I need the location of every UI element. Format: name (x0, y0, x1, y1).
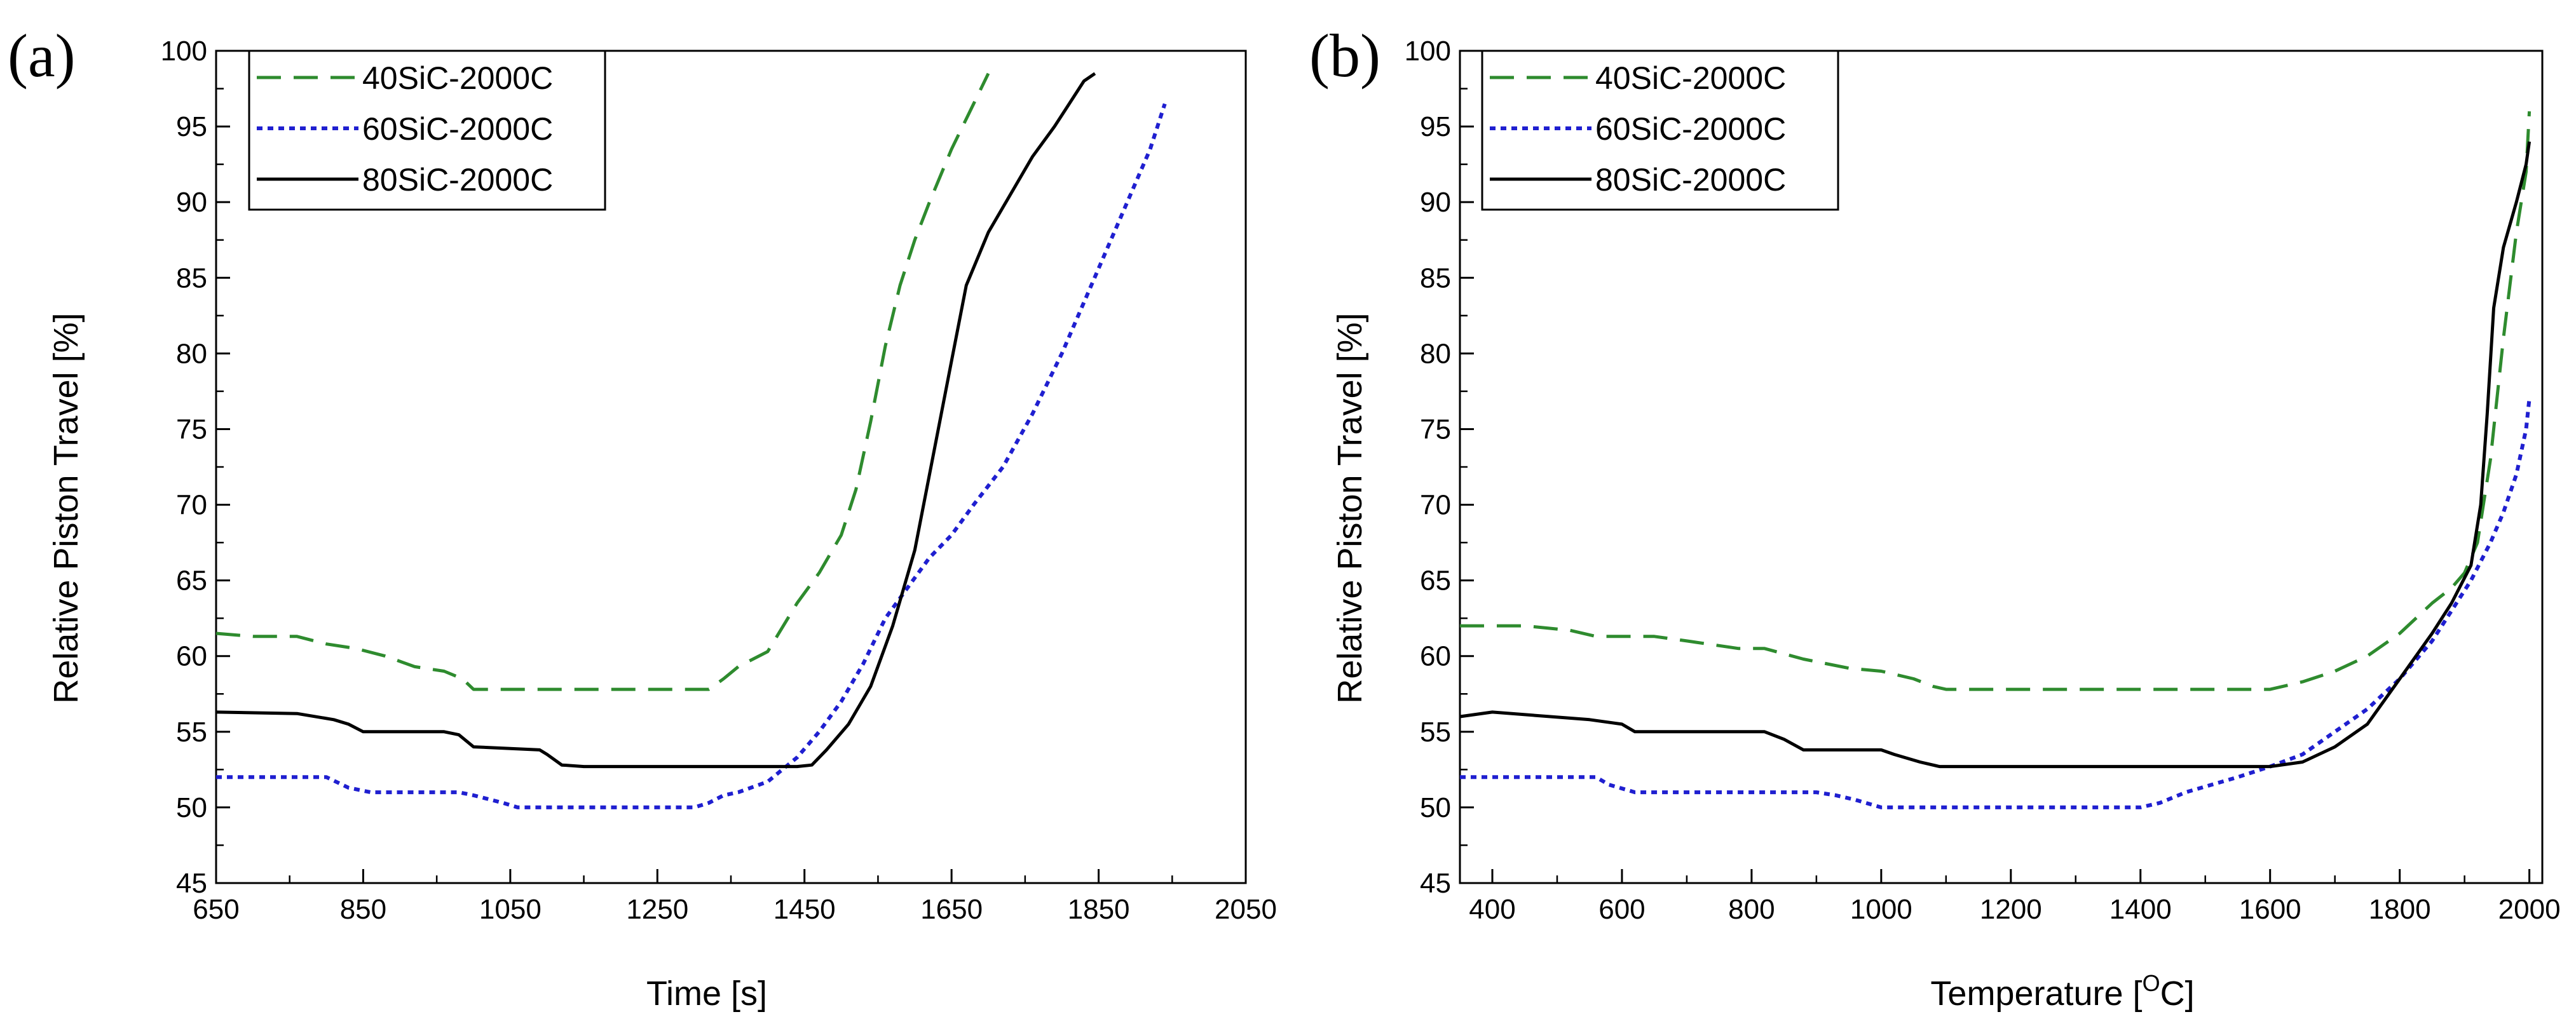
series-line-60SiC-2000C (216, 103, 1167, 809)
x-axis-title-b-text: Temperature [ (1930, 975, 2142, 1013)
y-tick-label: 70 (1420, 490, 1451, 521)
legend: 40SiC-2000C 60SiC-2000C 80SiC-2000C (248, 50, 606, 211)
y-tick-label: 100 (1405, 36, 1451, 67)
panel-label-a: (a) (8, 22, 76, 90)
x-tick-label: 1450 (773, 894, 836, 925)
y-tick-label: 45 (1420, 868, 1451, 899)
x-tick-label: 850 (340, 894, 386, 925)
y-tick-label: 55 (1420, 717, 1451, 748)
series-line-80SiC-2000C (215, 72, 1096, 769)
y-tick-label: 85 (1420, 262, 1451, 294)
chart-panel-b: (b) Relative Piston Travel [%] Temperatu… (1309, 22, 2561, 1013)
legend-label: 40SiC-2000C (362, 60, 553, 96)
x-tick-label: 1000 (1850, 894, 1912, 925)
legend-label: 80SiC-2000C (362, 162, 553, 198)
degree-superscript: O (2143, 970, 2160, 996)
y-tick-label: 95 (1420, 111, 1451, 142)
x-tick-label: 1400 (2109, 894, 2172, 925)
series-line-60SiC-2000C (1460, 398, 2532, 809)
x-tick-label: 1650 (920, 894, 983, 925)
x-tick-label: 600 (1598, 894, 1645, 925)
y-tick-label: 95 (176, 111, 207, 142)
y-tick-label: 100 (161, 36, 207, 67)
legend-label: 60SiC-2000C (362, 111, 553, 147)
y-tick-label: 85 (176, 262, 207, 294)
x-tick-label: 1050 (479, 894, 542, 925)
series-line-40SiC-2000C (215, 72, 990, 691)
y-tick-label: 65 (1420, 565, 1451, 597)
x-tick-label: 650 (193, 894, 239, 925)
series-line-40SiC-2000C (1460, 111, 2532, 691)
x-tick-label: 2000 (2498, 894, 2561, 925)
x-tick-label: 800 (1728, 894, 1775, 925)
y-tick-label: 50 (176, 792, 207, 823)
series-line-80SiC-2000C (1459, 141, 2532, 769)
y-tick-label: 60 (176, 641, 207, 672)
x-axis-title-b: Temperature [OC] (1930, 970, 2194, 1013)
plot-area-a: 45 50 55 60 65 70 75 80 85 90 95 100 650 850 1050 1250 1… (161, 36, 1277, 925)
x-axis-title-b-unit: C] (2160, 975, 2195, 1013)
legend-label: 60SiC-2000C (1595, 111, 1786, 147)
legend: 40SiC-2000C 60SiC-2000C 80SiC-2000C (1481, 50, 1839, 211)
x-tick-label: 2050 (1215, 894, 1277, 925)
y-tick-label: 90 (1420, 187, 1451, 218)
y-axis-title-b: Relative Piston Travel [%] (1331, 313, 1369, 703)
legend-label: 40SiC-2000C (1595, 60, 1786, 96)
legend-label: 80SiC-2000C (1595, 162, 1786, 198)
y-tick-label: 80 (1420, 338, 1451, 369)
y-tick-label: 50 (1420, 792, 1451, 823)
y-tick-label: 60 (1420, 641, 1451, 672)
y-tick-label: 75 (1420, 414, 1451, 445)
x-tick-label: 1600 (2239, 894, 2301, 925)
y-tick-label: 80 (176, 338, 207, 369)
x-tick-label: 1250 (626, 894, 688, 925)
chart-panel-a: (a) Relative Piston Travel [%] Time [s] … (8, 22, 1277, 1013)
y-tick-label: 45 (176, 868, 207, 899)
x-axis-title-a: Time [s] (646, 975, 767, 1013)
panel-label-b: (b) (1309, 22, 1380, 90)
y-tick-label: 90 (176, 187, 207, 218)
x-tick-label: 1200 (1980, 894, 2042, 925)
y-tick-label: 70 (176, 490, 207, 521)
y-tick-label: 55 (176, 717, 207, 748)
plot-area-b: 45 50 55 60 65 70 75 80 85 90 95 100 400 600 800 1000 12… (1405, 36, 2561, 925)
y-axis-title-a: Relative Piston Travel [%] (47, 313, 85, 703)
y-tick-label: 75 (176, 414, 207, 445)
x-tick-label: 400 (1469, 894, 1515, 925)
x-tick-label: 1800 (2369, 894, 2431, 925)
x-tick-label: 1850 (1068, 894, 1130, 925)
y-tick-label: 65 (176, 565, 207, 597)
